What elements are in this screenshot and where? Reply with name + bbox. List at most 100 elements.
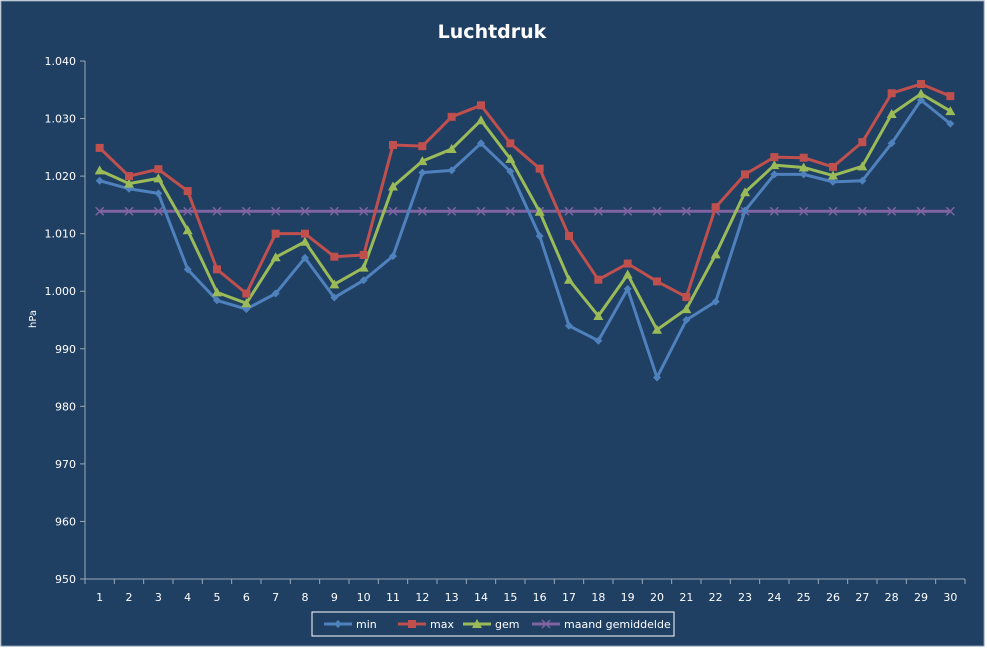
data-point-square [389, 141, 397, 150]
data-point-square [125, 172, 133, 181]
data-point-diamond [95, 176, 104, 185]
x-tick-label: 3 [155, 591, 162, 604]
data-point-square [565, 231, 573, 240]
data-point-square [213, 265, 221, 274]
data-point-cross [359, 206, 369, 216]
data-point-square [242, 289, 251, 298]
y-tick-label: 980 [55, 400, 76, 413]
x-tick-label: 2 [126, 591, 133, 604]
x-tick-label: 19 [621, 591, 635, 604]
data-point-cross [593, 206, 603, 216]
data-point-triangle [740, 187, 750, 197]
data-point-diamond [477, 139, 485, 148]
y-axis-label: hPa [28, 310, 39, 328]
data-point-cross [681, 206, 691, 216]
data-point-diamond [711, 297, 720, 306]
data-point-cross [652, 206, 662, 216]
data-point-diamond [770, 170, 779, 179]
data-point-square [418, 142, 427, 151]
x-tick-label: 5 [214, 591, 221, 604]
data-point-triangle [329, 279, 340, 289]
data-point-diamond [330, 293, 339, 302]
x-tick-label: 14 [474, 591, 488, 604]
data-point-triangle [472, 619, 482, 628]
data-point-triangle [212, 287, 222, 297]
data-point-cross [212, 206, 222, 216]
data-point-cross [541, 619, 551, 629]
data-point-square [408, 620, 416, 628]
data-point-cross [417, 206, 427, 216]
data-point-triangle [857, 161, 868, 171]
data-point-triangle [534, 206, 545, 216]
data-point-cross [300, 206, 310, 216]
data-point-triangle [417, 156, 428, 166]
data-point-square [711, 203, 720, 212]
data-point-cross [388, 206, 398, 216]
data-point-diamond [594, 336, 603, 345]
y-tick-label: 960 [55, 515, 76, 528]
data-point-square [594, 275, 603, 284]
x-tick-label: 16 [533, 591, 547, 604]
x-tick-label: 30 [943, 591, 957, 604]
data-point-diamond [917, 96, 925, 105]
data-point-square [95, 143, 104, 152]
legend-label: maand gemiddelde [564, 618, 671, 631]
data-point-diamond [271, 289, 280, 298]
x-tick-label: 9 [331, 591, 338, 604]
data-point-diamond [418, 168, 427, 177]
data-point-cross [799, 206, 809, 216]
y-tick-label: 1.000 [45, 285, 77, 298]
data-point-cross [564, 206, 574, 216]
data-point-triangle [886, 108, 897, 118]
data-point-square [623, 259, 632, 268]
x-tick-label: 28 [885, 591, 899, 604]
data-point-triangle [564, 274, 574, 284]
data-point-cross [623, 206, 633, 216]
data-point-triangle [769, 160, 780, 170]
y-tick-label: 1.020 [45, 170, 77, 183]
x-tick-label: 8 [302, 591, 309, 604]
data-point-triangle [916, 88, 926, 98]
series-gem [94, 88, 956, 334]
data-point-triangle [446, 144, 457, 154]
data-point-triangle [622, 269, 633, 279]
data-point-cross [828, 206, 838, 216]
x-tick-label: 4 [184, 591, 191, 604]
legend-box [311, 611, 675, 637]
data-point-square [799, 153, 808, 162]
y-tick-label: 1.010 [45, 228, 77, 241]
legend-label: max [430, 618, 454, 631]
data-point-cross [857, 206, 867, 216]
legend-label: gem [495, 618, 519, 631]
data-point-triangle [300, 236, 310, 246]
data-point-diamond [858, 176, 867, 185]
x-tick-label: 26 [826, 591, 840, 604]
data-point-square [682, 292, 691, 301]
x-tick-label: 17 [562, 591, 576, 604]
x-tick-label: 21 [679, 591, 693, 604]
data-point-diamond [506, 167, 515, 176]
data-point-diamond [154, 189, 163, 198]
data-point-cross [447, 206, 457, 216]
data-point-diamond [535, 231, 544, 240]
data-point-diamond [389, 252, 397, 261]
data-point-cross [476, 206, 486, 216]
data-point-cross [95, 206, 105, 216]
data-point-diamond [799, 170, 808, 179]
x-tick-label: 25 [797, 591, 811, 604]
data-point-triangle [388, 181, 398, 191]
data-point-cross [183, 206, 193, 216]
data-point-triangle [94, 165, 105, 175]
data-point-diamond [623, 284, 632, 293]
data-point-triangle [710, 249, 721, 259]
data-point-diamond [213, 296, 221, 305]
x-tick-label: 6 [243, 591, 250, 604]
data-point-square [887, 89, 896, 98]
data-point-square [829, 162, 837, 171]
data-point-diamond [301, 253, 309, 262]
data-point-square [506, 139, 515, 148]
series-line [99, 98, 952, 380]
data-point-cross [329, 206, 339, 216]
